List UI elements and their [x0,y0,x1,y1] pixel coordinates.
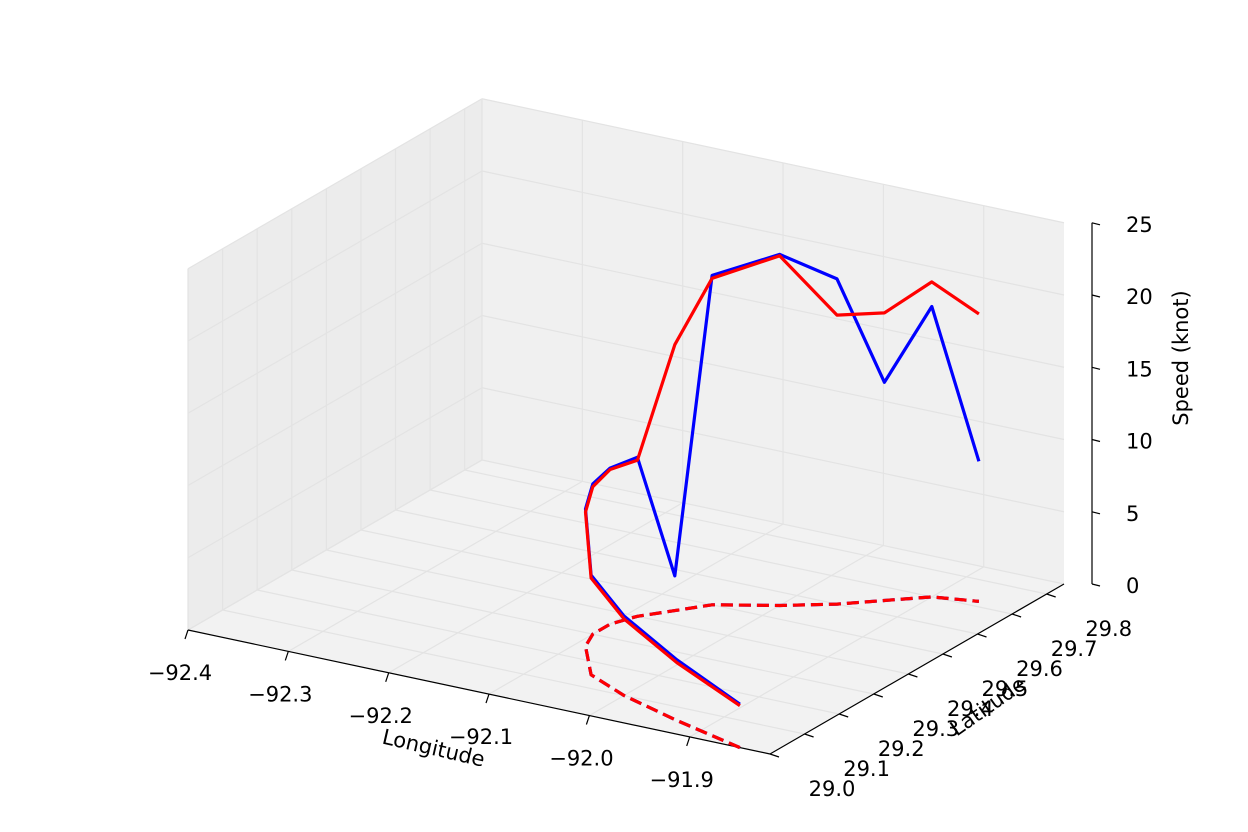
y-tick [977,633,987,638]
y-tick-label: 29.0 [809,777,856,801]
series-line-red-solid [583,254,980,708]
z-axis-label: Speed (knot) [1169,290,1193,425]
x-tick [485,693,490,704]
y-tick-label: 29.1 [843,757,890,781]
y-tick-label: 29.3 [912,717,959,741]
z-tick-label: 15 [1126,357,1153,381]
x-tick [184,629,189,640]
grid-line-x-floor [488,523,784,695]
y-tick [908,673,918,678]
z-tick [1091,366,1101,370]
x-tick [385,672,390,682]
grid-line-z-left [187,387,483,559]
y-tick [804,733,814,738]
series-line-red-dashed [583,595,980,750]
x-tick-label: −92.2 [349,704,413,728]
z-tick-label: 5 [1126,502,1139,526]
x-tick [284,651,289,661]
x-axis-line [187,629,771,755]
grid-line-z-back [481,98,1065,224]
y-tick [1011,613,1022,618]
grid-line-z-back [481,242,1065,368]
y-tick [873,693,883,698]
grid-line-y-floor [360,529,944,655]
grid-line-z-left [187,459,483,631]
grid-line-z-left [187,98,483,270]
data-lines [583,252,981,750]
grid-line-z-back [481,459,1065,585]
grid-line-y-floor [429,489,1013,615]
y-tick-label: 29.5 [982,677,1029,701]
grid-line-z-left [187,170,483,342]
y-tick-label: 29.4 [947,697,994,721]
y-tick-label: 29.2 [878,737,925,761]
z-tick [1091,222,1101,226]
y-tick [942,653,953,658]
tick-marks [184,222,1101,758]
x-tick-label: −92.4 [148,661,212,685]
y-tick [1046,593,1056,598]
z-tick [1091,583,1101,587]
z-tick [1091,294,1101,298]
grid-line-y-floor [257,589,840,715]
x-tick-label: −92.1 [449,725,513,749]
y-tick [769,753,780,758]
y-tick-label: 29.8 [1085,617,1132,641]
grid-line-x-floor [589,544,884,717]
grid-line-z-left [187,242,483,414]
grid-line-z-back [481,170,1065,296]
x-tick-label: −91.9 [650,768,714,792]
axis-panes [188,98,1064,754]
y-tick [839,713,849,718]
y-axis-line [769,583,1065,755]
y-tick-label: 29.6 [1016,657,1063,681]
grid-line-x-floor [388,502,683,674]
floor-pane [188,460,1064,754]
x-tick [585,715,590,725]
z-tick-label: 25 [1126,213,1153,237]
axis-lines [187,222,1093,755]
grid-line-z-back [481,387,1065,513]
grid-line-y-floor [395,509,978,635]
z-tick-label: 0 [1126,574,1139,598]
grid-line-z-left [187,314,483,487]
x-tick-label: −92.3 [248,682,312,706]
z-tick [1091,511,1101,515]
y-tick-label: 29.7 [1051,637,1098,661]
z-tick [1091,438,1101,443]
z-tick-label: 10 [1126,430,1153,454]
grid-line-y-floor [291,569,874,695]
grid-lines [187,98,1065,755]
grid-line-y-floor [222,609,805,735]
grid-line-y-floor [464,469,1047,595]
grid-line-x-floor [689,566,985,738]
series-line-blue-solid [583,252,981,706]
tick-labels: −92.4−92.3−92.2−92.1−92.0−91.9 29.029.129… [148,213,1153,801]
grid-line-x-floor [288,480,583,652]
left-wall-pane [188,98,482,631]
z-tick-label: 20 [1126,285,1153,309]
x-tick-label: −92.0 [549,747,613,771]
x-tick [686,736,691,747]
